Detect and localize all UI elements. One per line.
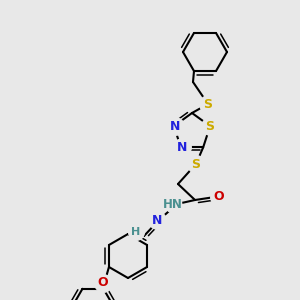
- Text: S: S: [203, 98, 212, 110]
- Text: O: O: [214, 190, 224, 203]
- Text: N: N: [177, 141, 187, 154]
- Text: H: H: [131, 227, 141, 237]
- Text: HN: HN: [163, 197, 183, 211]
- Text: N: N: [170, 120, 180, 133]
- Text: S: S: [206, 120, 214, 133]
- Text: N: N: [152, 214, 162, 226]
- Text: O: O: [98, 277, 108, 290]
- Text: S: S: [191, 158, 200, 170]
